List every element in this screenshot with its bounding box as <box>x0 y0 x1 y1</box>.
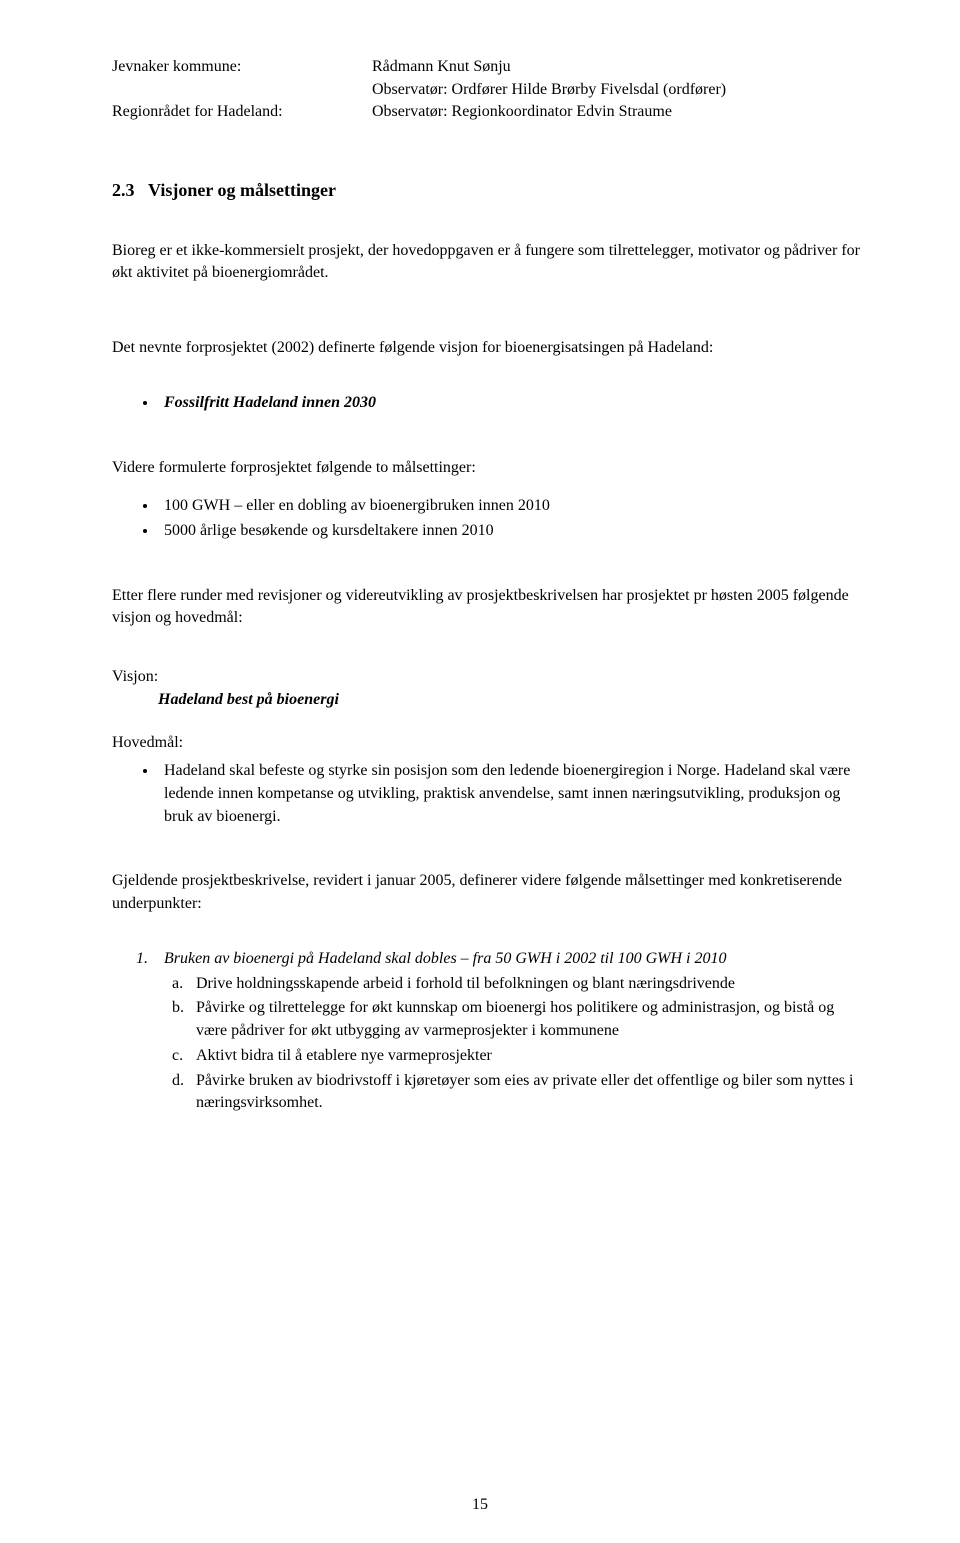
header-left: Jevnaker kommune: <box>112 56 372 79</box>
section-title: Visjoner og målsettinger <box>148 180 336 200</box>
header-right: Rådmann Knut Sønju <box>372 56 864 79</box>
section-number: 2.3 <box>112 180 135 200</box>
vision-2030-item: Fossilfritt Hadeland innen 2030 <box>158 392 864 415</box>
gjeldende-paragraph: Gjeldende prosjektbeskrivelse, revidert … <box>112 870 864 915</box>
header-row: Jevnaker kommune: Rådmann Knut Sønju <box>112 56 864 79</box>
goal-1: 1. Bruken av bioenergi på Hadeland skal … <box>136 948 864 1115</box>
goal-1c: c. Aktivt bidra til å etablere nye varme… <box>172 1045 864 1068</box>
goal-1-sublist: a. Drive holdningsskapende arbeid i forh… <box>136 973 864 1115</box>
vision-2030-text: Fossilfritt Hadeland innen 2030 <box>164 394 376 411</box>
sub-marker: a. <box>172 973 196 996</box>
hovedmaal-list: Hadeland skal befeste og styrke sin posi… <box>112 760 864 828</box>
sub-marker: c. <box>172 1045 196 1068</box>
goal-1b: b. Påvirke og tilrettelegge for økt kunn… <box>172 997 864 1042</box>
header-block: Jevnaker kommune: Rådmann Knut Sønju Obs… <box>112 56 864 124</box>
sub-marker: d. <box>172 1070 196 1115</box>
document-page: Jevnaker kommune: Rådmann Knut Sønju Obs… <box>0 0 960 1543</box>
hovedmaal-item: Hadeland skal befeste og styrke sin posi… <box>158 760 864 828</box>
header-right: Observatør: Regionkoordinator Edvin Stra… <box>372 101 864 124</box>
sub-text: Påvirke bruken av biodrivstoff i kjøretø… <box>196 1070 864 1115</box>
sub-text: Påvirke og tilrettelegge for økt kunnska… <box>196 997 864 1042</box>
goal-1a: a. Drive holdningsskapende arbeid i forh… <box>172 973 864 996</box>
goal-1-marker: 1. <box>136 948 164 971</box>
vision-2030-list: Fossilfritt Hadeland innen 2030 <box>112 392 864 415</box>
header-row: Regionrådet for Hadeland: Observatør: Re… <box>112 101 864 124</box>
visjon-label: Visjon: <box>112 666 864 689</box>
header-right: Observatør: Ordfører Hilde Brørby Fivels… <box>372 79 864 102</box>
header-row: Observatør: Ordfører Hilde Brørby Fivels… <box>112 79 864 102</box>
target-item: 5000 årlige besøkende og kursdeltakere i… <box>158 520 864 543</box>
targets-list: 100 GWH – eller en dobling av bioenergib… <box>112 495 864 542</box>
page-number: 15 <box>0 1494 960 1517</box>
sub-text: Drive holdningsskapende arbeid i forhold… <box>196 973 735 996</box>
header-left: Regionrådet for Hadeland: <box>112 101 372 124</box>
visjon-text: Hadeland best på bioenergi <box>112 689 864 712</box>
hovedmaal-label: Hovedmål: <box>112 732 864 755</box>
intro-paragraph: Bioreg er et ikke-kommersielt prosjekt, … <box>112 240 864 285</box>
goals-list: 1. Bruken av bioenergi på Hadeland skal … <box>112 948 864 1115</box>
target-item: 100 GWH – eller en dobling av bioenergib… <box>158 495 864 518</box>
sub-text: Aktivt bidra til å etablere nye varmepro… <box>196 1045 492 1068</box>
further-lead: Videre formulerte forprosjektet følgende… <box>112 457 864 480</box>
goal-1-heading: 1. Bruken av bioenergi på Hadeland skal … <box>136 948 864 971</box>
goal-1d: d. Påvirke bruken av biodrivstoff i kjør… <box>172 1070 864 1115</box>
header-left <box>112 79 372 102</box>
section-heading: 2.3 Visjoner og målsettinger <box>112 178 864 204</box>
sub-marker: b. <box>172 997 196 1042</box>
goal-1-text: Bruken av bioenergi på Hadeland skal dob… <box>164 948 726 971</box>
forprosjekt-lead: Det nevnte forprosjektet (2002) definert… <box>112 337 864 360</box>
after-revisions-paragraph: Etter flere runder med revisjoner og vid… <box>112 585 864 630</box>
